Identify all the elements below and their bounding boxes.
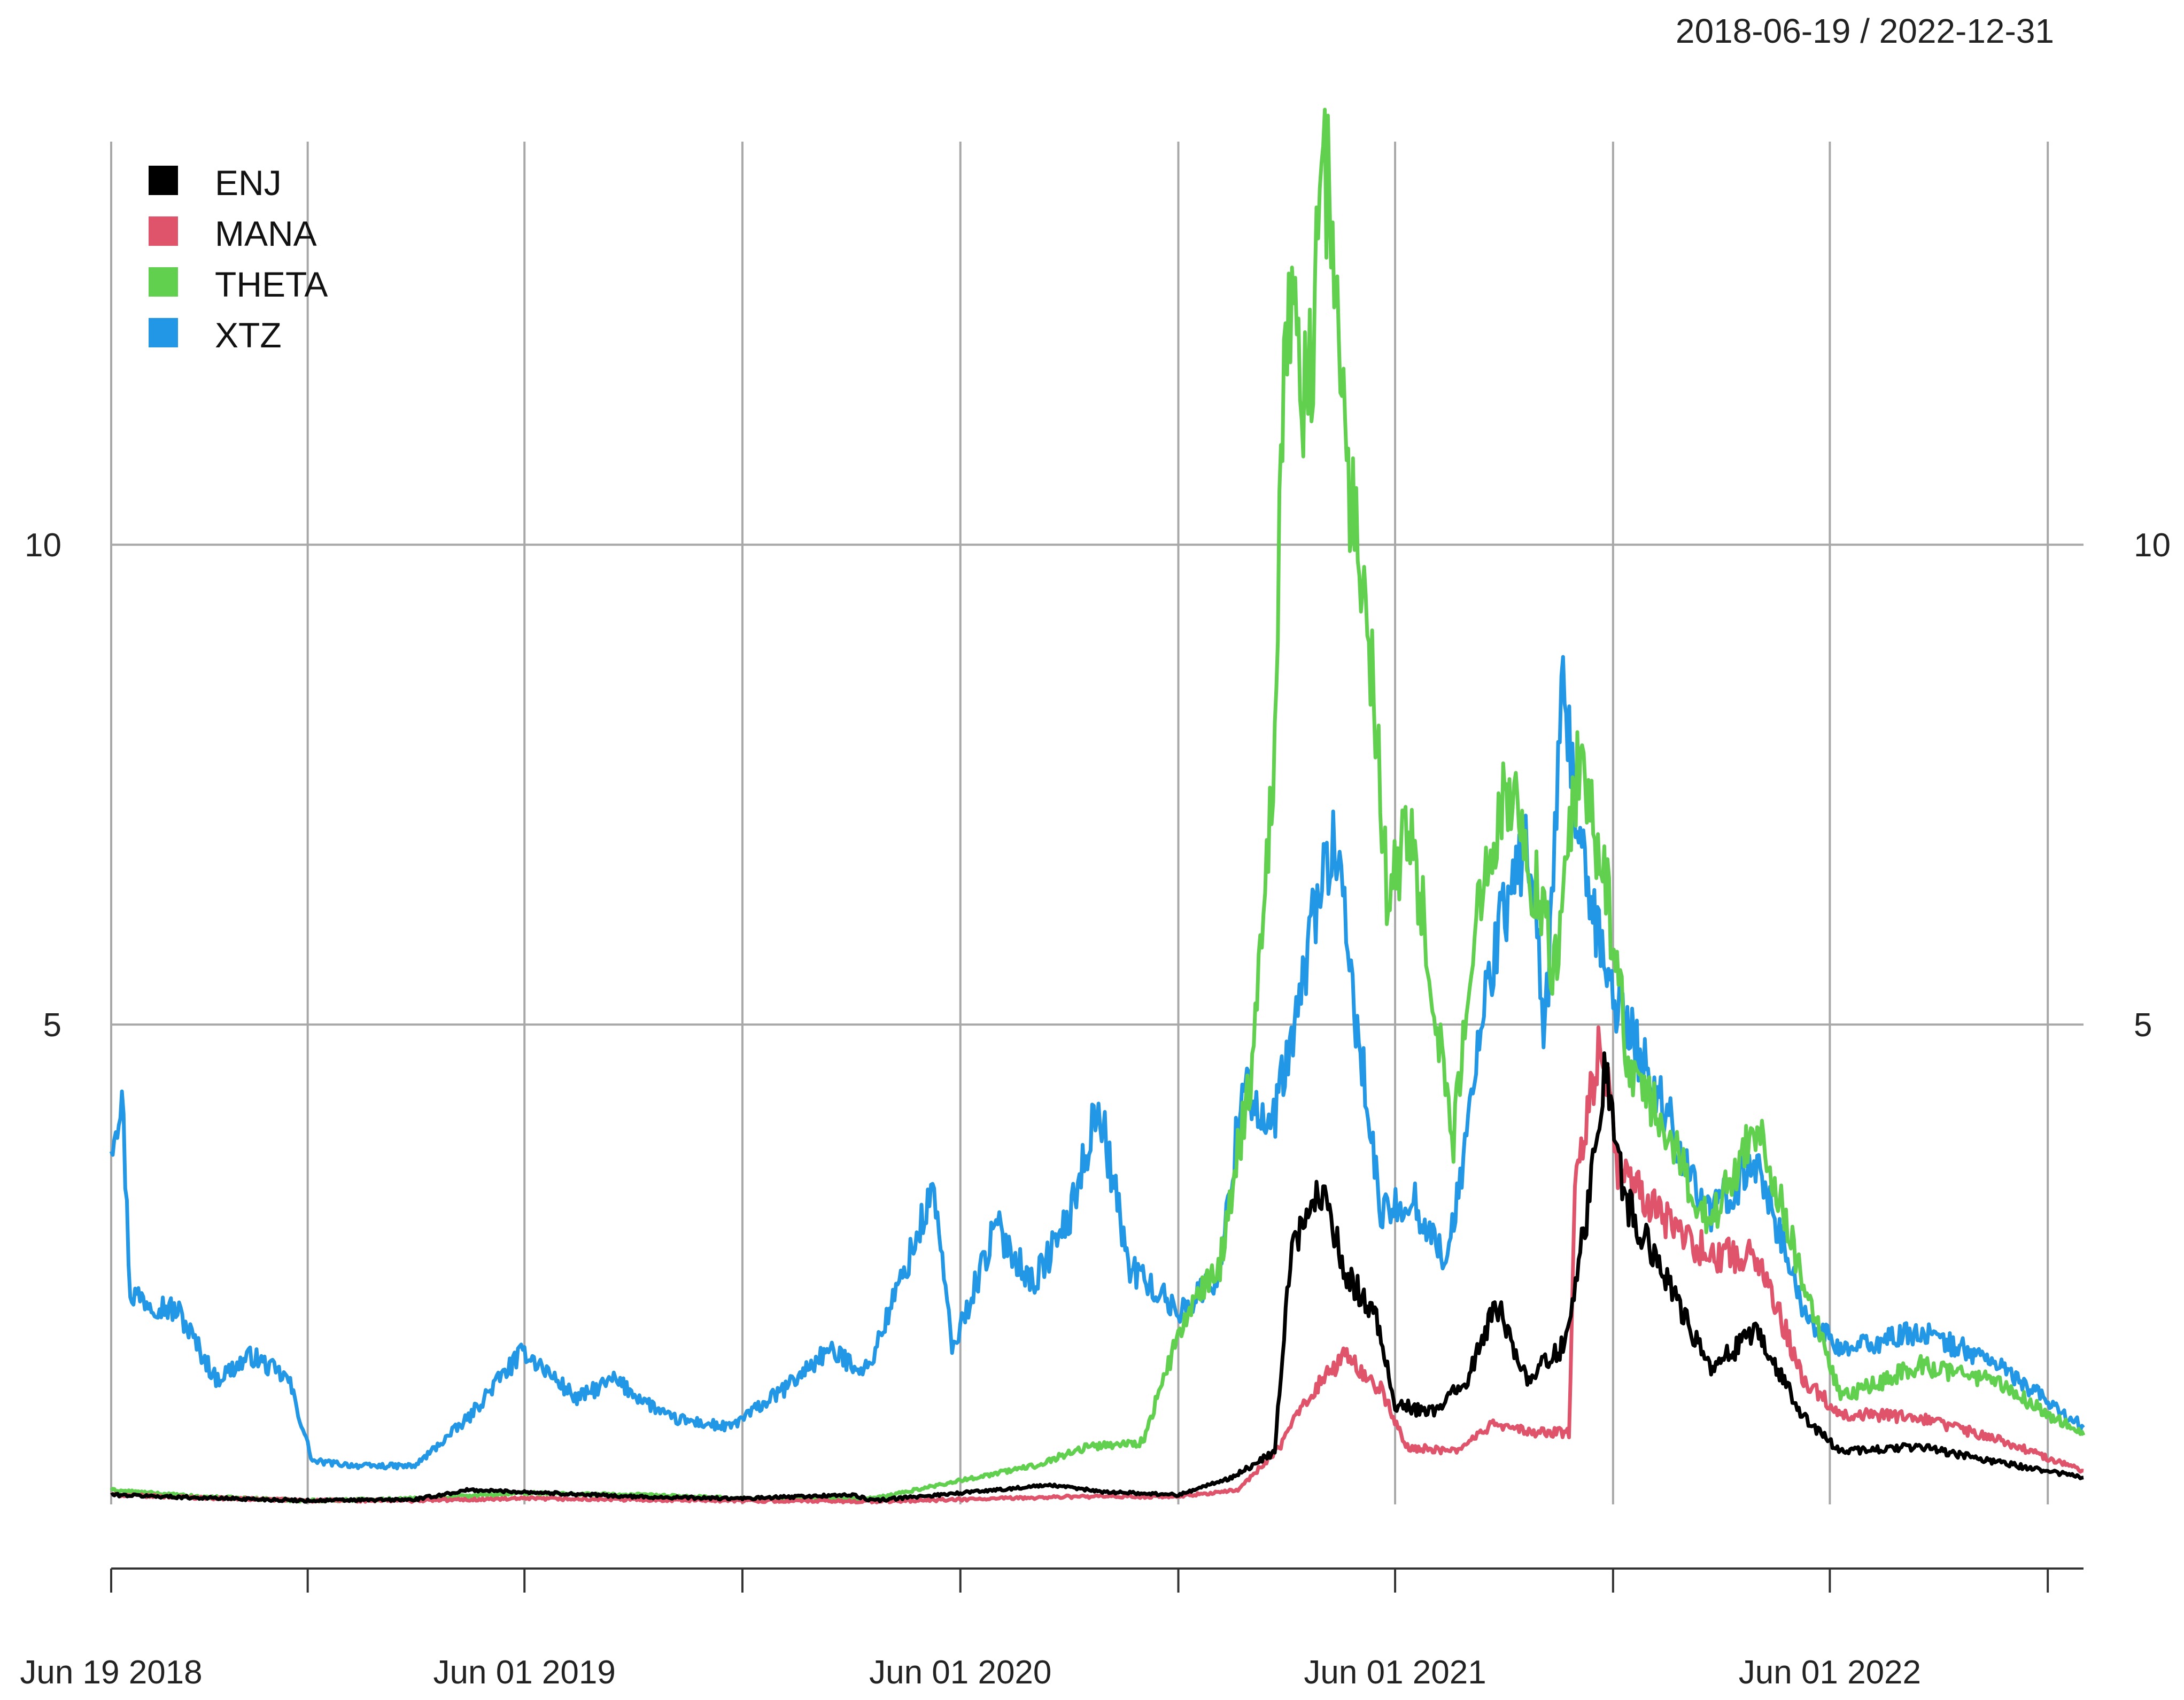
- series-line-mana: [110, 1025, 2084, 1504]
- legend-label-enj: ENJ: [215, 163, 282, 203]
- series-line-xtz: [109, 655, 2085, 1471]
- grid-lines: [110, 142, 2084, 1504]
- legend-swatch-enj: [149, 166, 178, 195]
- y-tick-label-right: 10: [2134, 527, 2171, 564]
- axis-labels: 5 5 10 10 Jun 19 2018 Jun 01 2019 Jun 01 2020 J…: [20, 527, 2171, 1691]
- x-tick-label: Jun 01 2021: [1304, 1654, 1486, 1691]
- x-tick-label: Jun 19 2018: [20, 1654, 202, 1691]
- legend-swatch-theta: [149, 267, 178, 297]
- series-lines: [109, 107, 2086, 1504]
- legend-label-xtz: XTZ: [215, 315, 282, 355]
- x-tick-label: Jun 01 2019: [433, 1654, 616, 1691]
- legend-swatch-xtz: [149, 318, 178, 347]
- series-line-enj: [110, 1051, 2084, 1504]
- x-tick-label: Jun 01 2022: [1739, 1654, 1921, 1691]
- legend-swatch-mana: [149, 216, 178, 246]
- y-tick-label-left: 10: [25, 527, 61, 564]
- legend-label-mana: MANA: [215, 214, 317, 253]
- y-tick-label-right: 5: [2134, 1007, 2152, 1044]
- y-tick-label-left: 5: [43, 1007, 61, 1044]
- x-tick-label: Jun 01 2020: [869, 1654, 1051, 1691]
- legend-label-theta: THETA: [215, 265, 328, 304]
- date-range-label: 2018-06-19 / 2022-12-31: [1676, 12, 2054, 50]
- x-axis: [110, 1567, 2084, 1593]
- legend: ENJ MANA THETA XTZ: [149, 163, 328, 355]
